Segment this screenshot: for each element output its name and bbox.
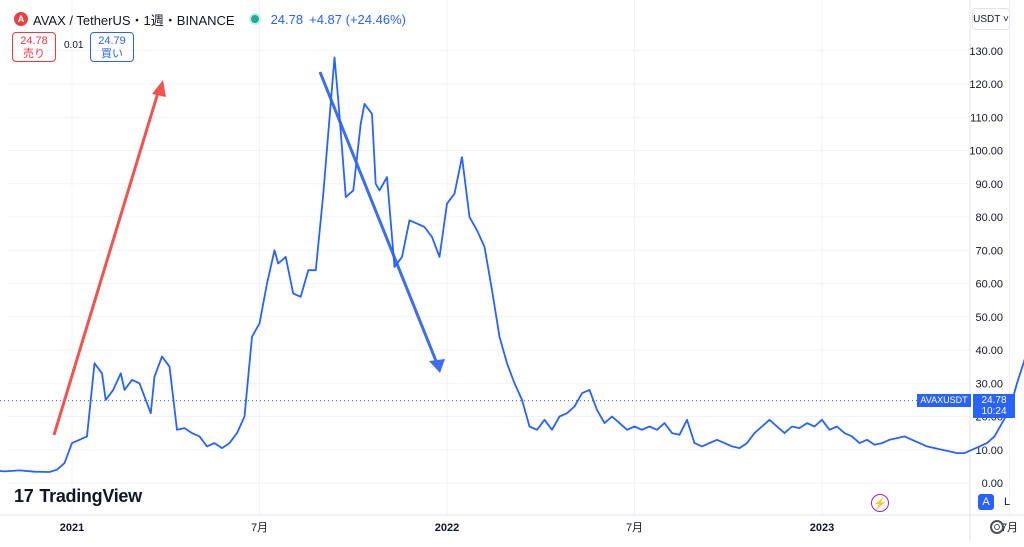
- spread-value: 0.01: [64, 40, 84, 51]
- price-tick-label: 100.00: [969, 146, 1003, 158]
- tradingview-logo[interactable]: 17 TradingView: [14, 486, 142, 507]
- price-tick-label: 130.00: [969, 46, 1003, 58]
- tradingview-logo-icon: 17: [14, 486, 34, 506]
- sell-button[interactable]: 24.78 売り: [12, 32, 56, 62]
- avax-logo-icon: A: [14, 12, 28, 26]
- auto-scale-button[interactable]: A: [978, 494, 994, 510]
- price-tick-label: 110.00: [970, 112, 1003, 124]
- sell-label: 売り: [23, 48, 45, 60]
- gear-icon[interactable]: [990, 520, 1004, 534]
- time-axis[interactable]: 20217月20227月20237月20247月20257月: [60, 522, 1024, 534]
- price-series: [0, 56, 1024, 473]
- lightning-icon[interactable]: ⚡: [871, 494, 889, 512]
- price-tick-label: 0.00: [982, 478, 1003, 490]
- sell-price: 24.78: [20, 35, 48, 47]
- price-tick-label: 120.00: [969, 79, 1003, 91]
- last-price-tag: 24.78 10:24: [973, 394, 1015, 418]
- buy-button[interactable]: 24.79 買い: [90, 32, 134, 62]
- price-change: +4.87 (+24.46%): [309, 11, 406, 27]
- price-tick-label: 90.00: [975, 179, 1003, 191]
- buy-label: 買い: [101, 48, 123, 60]
- up-trend-arrowhead: [152, 80, 166, 97]
- time-tick-label: 7月: [251, 522, 268, 534]
- log-scale-button[interactable]: L: [1003, 496, 1011, 508]
- time-tick-label: 7月: [1001, 522, 1018, 534]
- price-line: [0, 56, 1024, 473]
- price-axis[interactable]: 0.0010.0020.0030.0040.0050.0060.0070.008…: [969, 46, 1003, 490]
- symbol-price-tag: AVAXUSDT: [917, 394, 971, 407]
- last-price: 24.78: [270, 11, 304, 27]
- price-tick-label: 10.00: [975, 445, 1003, 457]
- trend-arrows: [52, 71, 445, 436]
- market-status-icon: [248, 13, 261, 25]
- price-tick-label: 60.00: [975, 279, 1003, 291]
- currency-selector[interactable]: USDT ˅: [972, 8, 1010, 30]
- down-trend-arrowhead: [429, 359, 445, 373]
- up-trend-arrow: [52, 85, 162, 436]
- buy-price: 24.79: [98, 35, 126, 47]
- tradingview-logo-text: TradingView: [39, 486, 142, 506]
- last-price-tag-value: 24.78: [981, 395, 1007, 406]
- time-tick-label: 7月: [626, 522, 643, 534]
- price-tick-label: 30.00: [975, 378, 1003, 390]
- down-trend-arrow: [318, 71, 440, 367]
- price-tick-label: 70.00: [975, 245, 1003, 257]
- price-tick-label: 50.00: [975, 312, 1003, 324]
- symbol-legend[interactable]: A AVAX / TetherUS・1週・BINANCE 24.78 +4.87…: [14, 10, 406, 28]
- time-tick-label: 2022: [435, 522, 459, 534]
- price-tick-label: 40.00: [975, 345, 1003, 357]
- symbol-title[interactable]: AVAX / TetherUS・1週・BINANCE: [33, 12, 235, 28]
- price-tick-label: 80.00: [975, 212, 1003, 224]
- time-tick-label: 2021: [60, 522, 84, 534]
- bar-countdown: 10:24: [981, 406, 1007, 417]
- time-tick-label: 2023: [810, 522, 834, 534]
